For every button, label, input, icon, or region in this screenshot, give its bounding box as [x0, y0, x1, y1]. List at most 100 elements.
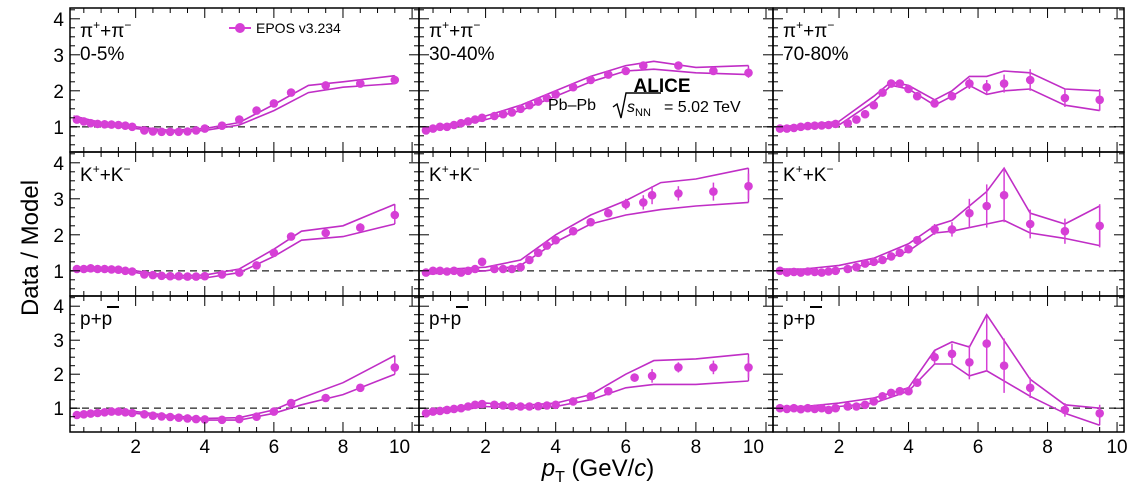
centrality-label: 0-5%: [80, 44, 124, 65]
data-point: [912, 235, 922, 245]
data-point: [831, 403, 840, 413]
x-tick-label: 10: [389, 437, 410, 458]
model-band-upper: [73, 203, 396, 277]
data-point: [1060, 405, 1070, 415]
data-point: [982, 339, 991, 348]
data-point: [824, 120, 833, 130]
data-point: [191, 272, 201, 281]
data-point: [428, 407, 438, 416]
particle-label: p+p: [80, 309, 112, 330]
data-point: [79, 410, 89, 419]
data-point: [252, 412, 261, 422]
data-point: [490, 400, 499, 410]
data-point: [912, 91, 922, 101]
data-point: [895, 79, 905, 88]
x-tick-label: 8: [1042, 437, 1053, 458]
data-point: [796, 122, 806, 132]
data-point: [456, 118, 466, 128]
data-point: [463, 266, 473, 276]
data-point: [235, 115, 244, 124]
data-point: [639, 198, 648, 207]
data-point: [516, 104, 525, 114]
data-point: [286, 88, 296, 97]
data-point: [498, 401, 508, 410]
data-point: [895, 248, 905, 258]
data-point: [174, 271, 184, 281]
data-point: [107, 265, 116, 274]
data-point: [860, 400, 870, 410]
data-point: [886, 388, 896, 398]
data-point: [1060, 226, 1070, 236]
particle-label: K++K−: [80, 162, 131, 186]
data-point: [551, 400, 560, 410]
y-tick-label: 2: [53, 82, 64, 103]
data-point: [586, 392, 595, 401]
model-band-upper: [73, 74, 395, 132]
data-point: [252, 261, 261, 270]
x-tick-label: 6: [269, 437, 280, 458]
data-point: [470, 115, 480, 124]
data-point: [542, 401, 552, 410]
data-point: [114, 120, 123, 130]
data-point: [860, 109, 870, 119]
data-point: [269, 407, 279, 416]
x-axis-title-sub: T: [555, 469, 565, 486]
data-point: [356, 223, 365, 232]
data-point: [782, 268, 792, 277]
data-point: [674, 189, 683, 198]
data-point: [982, 201, 991, 211]
data-point: [525, 100, 534, 110]
data-point: [435, 406, 445, 416]
data-point: [140, 126, 149, 135]
data-point: [428, 266, 438, 276]
data-point: [586, 75, 595, 85]
data-point: [930, 99, 939, 108]
data-point: [1060, 93, 1070, 103]
energy-value: = 5.02 TeV: [664, 99, 741, 116]
energy-symbol-s: s: [627, 99, 635, 116]
data-point: [490, 264, 499, 274]
data-point: [904, 386, 913, 396]
data-point: [200, 415, 210, 424]
data-point: [507, 108, 517, 117]
data-point: [200, 124, 210, 133]
data-point: [516, 402, 525, 411]
data-point: [869, 397, 879, 406]
data-point: [568, 397, 578, 406]
data-point: [470, 264, 480, 274]
data-point: [1025, 75, 1035, 85]
data-point: [121, 408, 130, 417]
data-point: [817, 403, 826, 413]
data-point: [114, 265, 123, 275]
data-point: [421, 409, 431, 418]
data-point: [477, 399, 487, 409]
data-point: [217, 121, 227, 130]
data-point: [507, 401, 517, 411]
x-tick-label: 8: [338, 437, 349, 458]
panel-3-1: 1 2 3 4 2 4 6 8 10 p+p: [53, 295, 420, 458]
data-point: [744, 363, 753, 372]
data-point: [191, 126, 201, 135]
data-point: [498, 109, 508, 119]
data-point: [477, 257, 487, 267]
data-point: [542, 93, 552, 103]
data-point: [789, 123, 799, 133]
panel-2-2: K++K−: [418, 151, 774, 297]
y-axis-title: Data / Model: [17, 180, 44, 316]
data-point: [114, 407, 123, 416]
x-tick-label: 2: [834, 437, 845, 458]
data-point: [647, 371, 657, 381]
data-point: [817, 268, 826, 277]
data-point: [789, 403, 799, 413]
data-point: [568, 226, 578, 236]
data-point: [930, 352, 939, 362]
data-point: [456, 403, 466, 413]
data-point: [165, 127, 175, 137]
panel-frame: [772, 295, 1125, 433]
data-point: [630, 373, 639, 382]
data-point: [191, 414, 201, 424]
data-point: [709, 66, 718, 76]
data-point: [157, 127, 166, 137]
data-point: [183, 414, 192, 423]
